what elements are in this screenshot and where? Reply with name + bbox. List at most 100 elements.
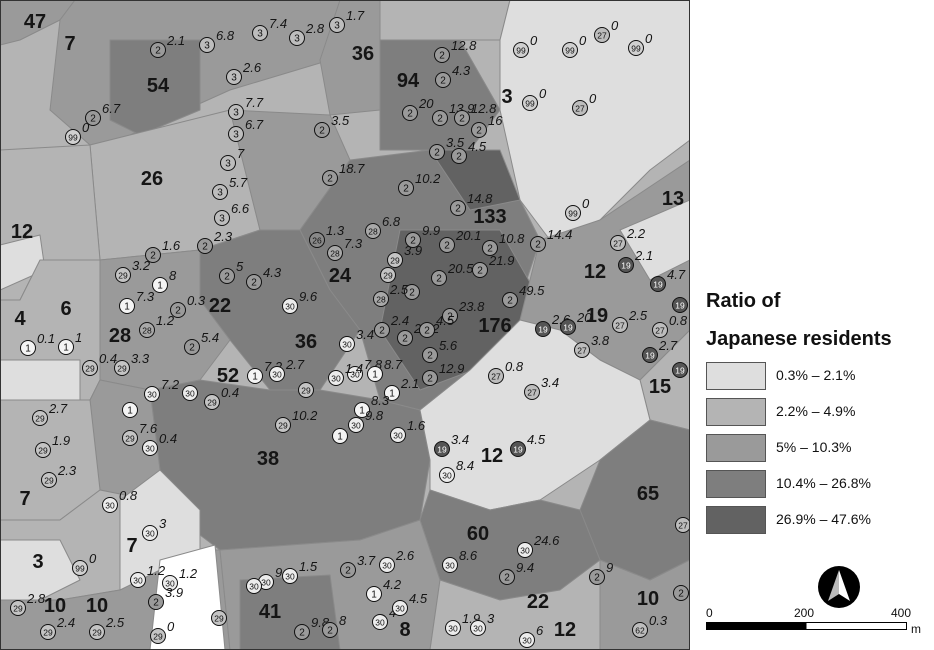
marker-circle	[139, 322, 155, 338]
marker-code: 1	[359, 406, 365, 417]
marker-circle	[419, 322, 435, 338]
point-marker: 29	[589, 560, 613, 585]
marker-value: 6.8	[382, 214, 401, 229]
marker-code: 1	[157, 281, 163, 292]
point-marker: 292.8	[10, 591, 46, 616]
marker-circle	[398, 180, 414, 196]
point-marker: 302.6	[379, 548, 415, 573]
marker-value: 13.9	[449, 101, 474, 116]
point-marker: 300.8	[102, 488, 138, 513]
marker-code: 30	[445, 561, 455, 571]
marker-circle	[282, 298, 298, 314]
marker-circle	[35, 442, 51, 458]
marker-circle	[451, 148, 467, 164]
marker-circle	[435, 72, 451, 88]
marker-circle	[122, 430, 138, 446]
marker-code: 2	[455, 204, 461, 215]
marker-value: 4.3	[452, 63, 471, 78]
marker-value: 2.6	[242, 60, 262, 75]
marker-code: 1	[63, 343, 69, 354]
marker-value: 7.4	[269, 16, 287, 31]
legend-class-3: 5% – 10.3%	[706, 434, 926, 464]
marker-code: 30	[520, 546, 530, 556]
marker-circle	[673, 585, 689, 601]
marker-code: 2	[439, 51, 445, 62]
marker-code: 27	[597, 31, 607, 41]
marker-value: 6.7	[245, 117, 264, 132]
marker-value: 16	[488, 113, 503, 128]
marker-value: 1.9	[52, 433, 70, 448]
marker-code: 29	[214, 614, 224, 624]
marker-value: 6	[536, 623, 544, 638]
marker-circle	[522, 95, 538, 111]
north-arrow-icon	[818, 566, 860, 608]
marker-value: 9.6	[299, 289, 318, 304]
point-marker: 273.8	[574, 333, 610, 358]
marker-value: 0.3	[187, 293, 206, 308]
marker-circle	[519, 632, 535, 648]
marker-code: 2	[444, 241, 450, 252]
zone-polygon	[149, 544, 226, 650]
marker-circle	[384, 385, 400, 401]
marker-value: 7.3	[136, 289, 155, 304]
marker-code: 3	[233, 108, 239, 119]
marker-code: 29	[85, 364, 95, 374]
marker-code: 99	[631, 44, 641, 54]
marker-code: 27	[575, 104, 585, 114]
marker-code: 19	[513, 445, 523, 455]
zone-label: 36	[352, 43, 374, 65]
marker-circle	[298, 382, 314, 398]
marker-circle	[246, 578, 262, 594]
marker-code: 1	[25, 344, 31, 355]
marker-value: 1.3	[326, 223, 345, 238]
marker-code: 29	[301, 386, 311, 396]
legend-swatch	[706, 434, 766, 462]
marker-circle	[594, 27, 610, 43]
marker-code: 29	[125, 434, 135, 444]
point-marker: 212.9	[422, 361, 464, 386]
zone-label: 41	[259, 601, 281, 623]
marker-code: 29	[390, 256, 400, 266]
marker-value: 5.7	[229, 175, 248, 190]
point-marker: 308.6	[442, 548, 478, 573]
point-marker: 31.7	[329, 8, 365, 33]
marker-value: 24.6	[533, 533, 560, 548]
point-marker: 221.9	[472, 253, 514, 278]
zone-label: 7	[126, 535, 137, 557]
marker-code: 99	[565, 46, 575, 56]
marker-code: 2	[487, 244, 493, 255]
point-marker: 214.4	[530, 227, 572, 252]
marker-code: 30	[395, 604, 405, 614]
point-marker: 292.3	[41, 463, 77, 488]
marker-value: 18.7	[339, 161, 365, 176]
marker-circle	[610, 235, 626, 251]
zone-polygon	[109, 39, 201, 136]
marker-value: 5	[236, 259, 244, 274]
marker-value: 2.3	[57, 463, 77, 478]
marker-value: 1	[75, 330, 82, 345]
marker-circle	[372, 614, 388, 630]
marker-code: 30	[133, 576, 143, 586]
point-marker: 24.5	[419, 313, 455, 338]
zone-polygon	[379, 0, 511, 41]
legend-class-4: 10.4% – 26.8%	[706, 470, 926, 500]
marker-value: 3	[487, 611, 495, 626]
point-marker: 286.8	[365, 214, 401, 239]
marker-circle	[675, 517, 690, 533]
marker-code: 30	[350, 370, 360, 380]
zone-polygon	[0, 0, 76, 46]
marker-code: 29	[207, 398, 217, 408]
point-marker: 29.9	[405, 223, 440, 248]
marker-code: 28	[142, 326, 152, 336]
marker-circle	[114, 360, 130, 376]
marker-value: 4.5	[409, 591, 428, 606]
point-marker: 29	[298, 382, 314, 398]
marker-circle	[434, 47, 450, 63]
point-marker: 308.4	[439, 458, 474, 483]
point-marker: 22.4	[374, 313, 409, 338]
marker-code: 30	[473, 624, 483, 634]
legend-title-line2: Japanese residents	[706, 328, 892, 350]
marker-circle	[340, 562, 356, 578]
zone-label: 26	[141, 168, 163, 190]
marker-code: 30	[105, 501, 115, 511]
